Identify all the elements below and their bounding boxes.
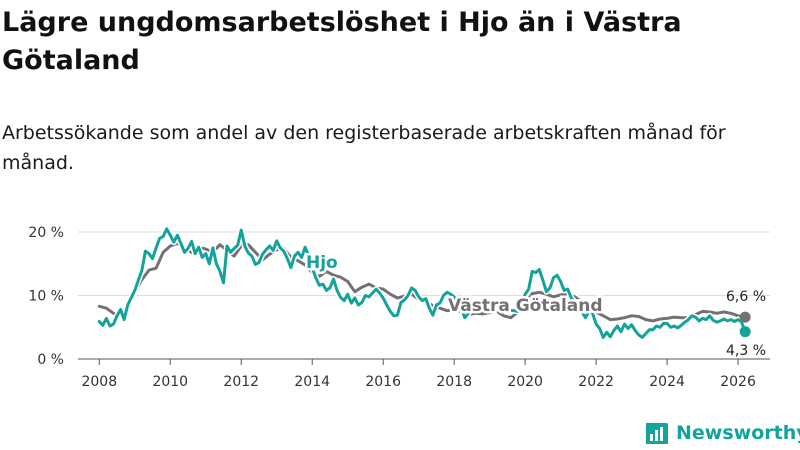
chart-title: Lägre ungdomsarbetslöshet i Hjo än i Väs…	[2, 7, 682, 76]
series-label-vastra-gotaland: Västra Götaland	[448, 296, 603, 316]
newsworthy-logo-icon	[646, 423, 668, 444]
x-tick-label: 2012	[223, 374, 259, 390]
x-tick-label: 2008	[81, 374, 117, 390]
end-point-vastra-gotaland	[739, 311, 751, 323]
x-tick-label: 2014	[294, 374, 330, 390]
end-label-hjo: 4,3 %	[726, 343, 766, 359]
logo-text: Newsworthy	[676, 422, 800, 444]
y-tick-label: 20 %	[28, 225, 64, 241]
x-tick-label: 2018	[436, 374, 472, 390]
x-tick-label: 2022	[578, 374, 614, 390]
x-tick-label: 2024	[649, 374, 685, 390]
x-tick-label: 2010	[152, 374, 188, 390]
y-tick-label: 10 %	[28, 289, 64, 305]
series-label-hjo: Hjo	[306, 253, 338, 273]
chart-subtitle: Arbetssökande som andel av den registerb…	[2, 122, 726, 174]
end-point-hjo	[739, 326, 751, 338]
x-tick-label: 2020	[507, 374, 543, 390]
x-tick-label: 2026	[720, 374, 756, 390]
x-tick-label: 2016	[365, 374, 401, 390]
y-tick-label: 0 %	[37, 352, 64, 368]
newsworthy-logo: Newsworthy	[644, 418, 800, 448]
series-line-hjo	[97, 227, 747, 339]
end-label-vastra-gotaland: 6,6 %	[726, 289, 766, 305]
